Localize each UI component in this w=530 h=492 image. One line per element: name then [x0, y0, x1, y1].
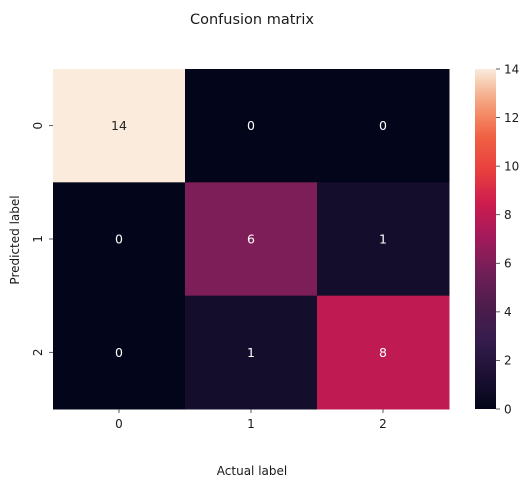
- heatmap-cell: [317, 182, 450, 297]
- x-tick-label: 1: [247, 417, 255, 431]
- heatmap-cell: [53, 295, 186, 410]
- cell-value: 8: [379, 345, 387, 360]
- heatmap-cell: [53, 182, 186, 297]
- heatmap-cells: [53, 69, 450, 410]
- heatmap-cell: [317, 69, 450, 183]
- x-axis: 0 1 2: [115, 408, 387, 431]
- y-tick-label: 0: [31, 122, 45, 130]
- x-axis-label: Actual label: [217, 464, 287, 478]
- heatmap-cell: [53, 69, 186, 183]
- cell-value: 0: [379, 118, 387, 133]
- x-tick-label: 0: [115, 417, 123, 431]
- heatmap-cell: [317, 295, 450, 410]
- cell-value: 14: [111, 118, 127, 133]
- heatmap-cell: [185, 69, 318, 183]
- colorbar-tick-label: 14: [504, 62, 519, 76]
- colorbar-tick-label: 6: [504, 257, 512, 271]
- cell-annotations: 14 0 0 0 6 1 0 1 8: [111, 118, 387, 360]
- cell-value: 6: [247, 231, 255, 246]
- y-axis: 0 1 2: [31, 122, 53, 356]
- heatmap-cell: [185, 295, 318, 410]
- y-axis-label: Predicted label: [8, 195, 22, 284]
- colorbar-ticks: 0 2 4 6 8 10 12 14: [496, 62, 519, 416]
- chart-title: Confusion matrix: [190, 12, 314, 28]
- cell-value: 1: [247, 345, 255, 360]
- colorbar-tick-label: 2: [504, 354, 512, 368]
- colorbar-tick-label: 8: [504, 208, 512, 222]
- y-tick-label: 1: [31, 235, 45, 243]
- cell-value: 0: [115, 231, 123, 246]
- cell-value: 1: [379, 231, 387, 246]
- colorbar-tick-label: 10: [504, 159, 519, 173]
- colorbar: [475, 69, 496, 409]
- y-tick-label: 2: [31, 349, 45, 357]
- heatmap-cell: [185, 182, 318, 297]
- colorbar-tick-label: 4: [504, 305, 512, 319]
- cell-value: 0: [115, 345, 123, 360]
- cell-value: 0: [247, 118, 255, 133]
- colorbar-tick-label: 12: [504, 111, 519, 125]
- x-tick-label: 2: [379, 417, 387, 431]
- colorbar-tick-label: 0: [504, 402, 512, 416]
